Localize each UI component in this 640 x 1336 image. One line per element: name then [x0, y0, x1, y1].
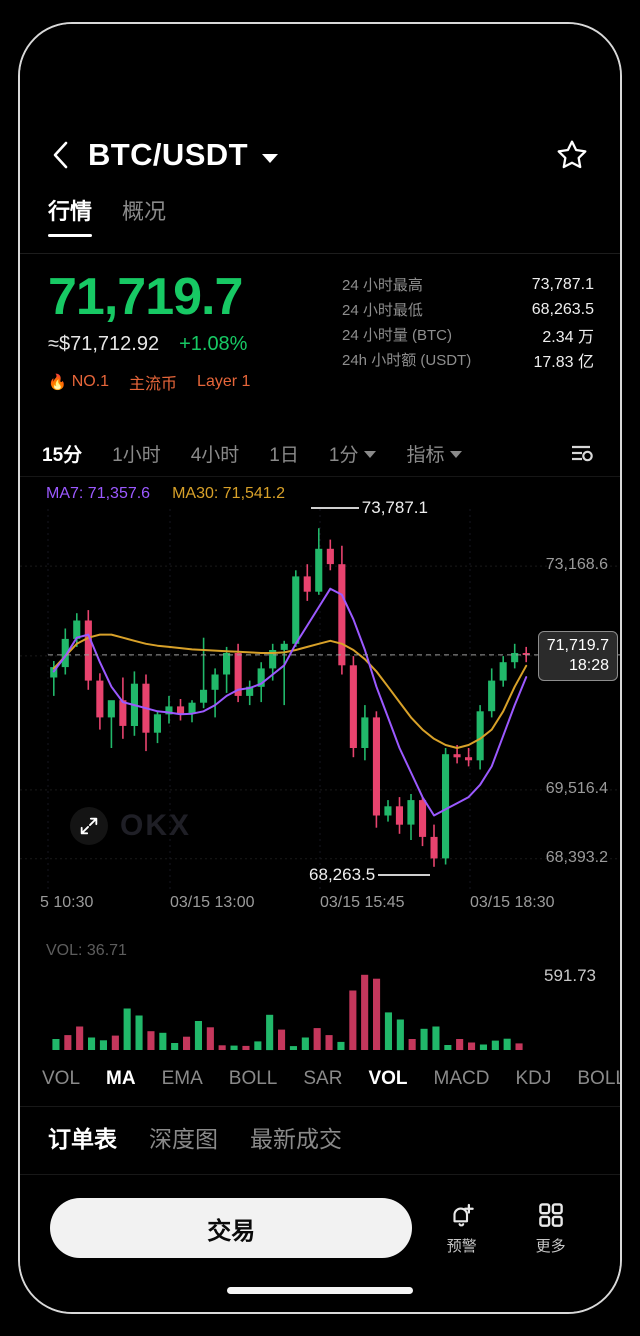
volume-bars-svg — [20, 936, 620, 1056]
last-price-tag-price: 71,719.7 — [546, 636, 609, 654]
timeframe-4h[interactable]: 4小时 — [190, 444, 240, 466]
tab-orderbook[interactable]: 订单表 — [48, 1126, 117, 1152]
y-tick-label: 68,393.2 — [545, 848, 608, 866]
last-price-tag-time: 18:28 — [568, 656, 609, 674]
stat-key: 24 小时量 (BTC) — [342, 327, 453, 344]
header-bar: BTC/USDT — [20, 124, 620, 186]
timeframe-more-dropdown[interactable]: 1分 — [329, 440, 377, 467]
chevron-down-icon — [450, 451, 463, 458]
y-axis: 73,168.6 71,702.8 69,516.4 68,393.2 — [498, 509, 608, 889]
trade-button[interactable]: 交易 — [50, 1198, 413, 1258]
stat-key: 24 小时最高 — [342, 277, 423, 294]
indicator-sar[interactable]: SAR — [303, 1068, 343, 1089]
phone-frame: BTC/USDT 行情 概况 71,719.7 ≈$71,712.92 +1.0… — [18, 22, 622, 1314]
more-button[interactable]: 更多 — [511, 1200, 590, 1256]
top-tabs: 行情 概况 — [48, 194, 166, 237]
stat-value: 17.83 亿 — [533, 353, 595, 371]
bell-plus-icon — [453, 1203, 474, 1227]
last-price-tag: 71,719.7 18:28 — [537, 630, 618, 681]
alert-button[interactable]: 预警 — [422, 1200, 501, 1256]
volume-chart[interactable]: VOL: 36.71 591.73 — [20, 936, 620, 1056]
stat-row: 24 小时最高 73,787.1 — [342, 272, 594, 297]
action-bar: 交易 预警 更多 — [20, 1182, 620, 1274]
chart-watermark: OKX — [70, 807, 191, 845]
bottom-tabs-divider — [20, 1174, 620, 1175]
x-axis: 5 10:30 03/15 13:00 03/15 15:45 03/15 18… — [20, 894, 620, 920]
timeframe-1d[interactable]: 1日 — [269, 444, 299, 466]
stat-key: 24h 小时额 (USDT) — [342, 352, 472, 369]
y-tick-label: 73,168.6 — [545, 556, 608, 574]
stat-value: 2.34 万 — [542, 328, 594, 346]
expand-icon[interactable] — [70, 807, 108, 845]
indicator-divider — [20, 1106, 620, 1107]
candlestick-plot[interactable] — [20, 509, 620, 889]
tag-rank[interactable]: 🔥 NO.1 — [48, 373, 110, 391]
price-chart[interactable]: MA7: 71,357.6 MA30: 71,541.2 73,168.6 71… — [20, 479, 620, 919]
stat-row: 24h 小时额 (USDT) 17.83 亿 — [342, 347, 594, 372]
ma-legend: MA7: 71,357.6 MA30: 71,541.2 — [46, 485, 285, 503]
app-screen: BTC/USDT 行情 概况 71,719.7 ≈$71,712.92 +1.0… — [20, 24, 620, 1312]
indicator-boll-sub[interactable]: BOLL — [577, 1068, 622, 1089]
indicator-vol-sub[interactable]: VOL — [368, 1068, 408, 1089]
star-icon[interactable] — [552, 135, 592, 175]
ticker-block: 71,719.7 ≈$71,712.92 +1.08% 🔥 NO.1 主流币 La… — [48, 267, 250, 394]
chevron-down-icon[interactable] — [261, 153, 278, 163]
grid-icon — [538, 1203, 563, 1227]
stat-row: 24 小时量 (BTC) 2.34 万 — [342, 322, 594, 347]
chart-settings-icon[interactable] — [564, 438, 598, 468]
x-tick-label: 03/15 13:00 — [170, 894, 255, 911]
low-marker-label: 68,263.5 — [309, 865, 431, 885]
tab-trades[interactable]: 最新成交 — [250, 1126, 342, 1152]
tab-depth[interactable]: 深度图 — [149, 1126, 218, 1152]
last-price: 71,719.7 — [48, 268, 243, 326]
stat-value: 73,787.1 — [531, 275, 594, 293]
chevron-down-icon — [364, 451, 377, 458]
indicator-boll[interactable]: BOLL — [228, 1068, 278, 1089]
timeframe-15m[interactable]: 15分 — [42, 444, 83, 466]
page-title: BTC/USDT — [88, 137, 248, 172]
more-label: 更多 — [535, 1238, 566, 1255]
indicator-dropdown[interactable]: 指标 — [406, 440, 463, 467]
tab-overview[interactable]: 概况 — [122, 199, 167, 224]
tag-row: 🔥 NO.1 主流币 Layer 1 — [48, 370, 250, 394]
tab-market[interactable]: 行情 — [48, 194, 93, 237]
timeframe-1h[interactable]: 1小时 — [112, 444, 161, 466]
tag-mainstream[interactable]: 主流币 — [129, 376, 178, 393]
y-tick-label: 69,516.4 — [545, 779, 608, 797]
change-percent: +1.08% — [179, 333, 248, 355]
stat-key: 24 小时最低 — [342, 302, 423, 319]
flame-icon: 🔥 — [48, 374, 67, 391]
stats-panel: 24 小时最高 73,787.1 24 小时最低 68,263.5 24 小时量… — [342, 272, 594, 372]
x-tick-label: 03/15 15:45 — [320, 894, 405, 911]
fiat-price: ≈$71,712.92 — [48, 333, 160, 355]
indicator-row: VOL MA EMA BOLL SAR VOL MACD KDJ BOLL — [20, 1056, 620, 1102]
x-tick-label: 03/15 18:30 — [470, 894, 555, 911]
ma7-legend: MA7: 71,357.6 — [46, 485, 151, 502]
back-button[interactable] — [48, 138, 74, 172]
x-tick-label: 5 10:30 — [40, 894, 94, 911]
okx-logo: OKX — [120, 809, 192, 842]
timeframe-bar: 15分 1小时 4小时 1日 1分 指标 — [20, 430, 620, 476]
stat-row: 24 小时最低 68,263.5 — [342, 297, 594, 322]
alert-label: 预警 — [446, 1238, 477, 1255]
bottom-tabs: 订单表 深度图 最新成交 — [48, 1120, 342, 1154]
volume-label: VOL: 36.71 — [46, 942, 127, 959]
indicator-kdj[interactable]: KDJ — [515, 1068, 552, 1089]
header-divider — [20, 253, 620, 254]
stat-value: 68,263.5 — [531, 300, 594, 318]
ma30-legend: MA30: 71,541.2 — [172, 485, 286, 502]
home-indicator — [227, 1287, 413, 1294]
indicator-vol-main[interactable]: VOL — [42, 1068, 81, 1089]
high-marker-label: 73,787.1 — [310, 498, 428, 518]
indicator-ema[interactable]: EMA — [161, 1068, 203, 1089]
volume-max-label: 591.73 — [544, 966, 596, 985]
tag-layer1[interactable]: Layer 1 — [197, 373, 251, 390]
indicator-macd[interactable]: MACD — [433, 1068, 490, 1089]
timeframe-divider — [20, 476, 620, 477]
candles-svg — [20, 509, 620, 889]
indicator-ma[interactable]: MA — [106, 1068, 136, 1089]
